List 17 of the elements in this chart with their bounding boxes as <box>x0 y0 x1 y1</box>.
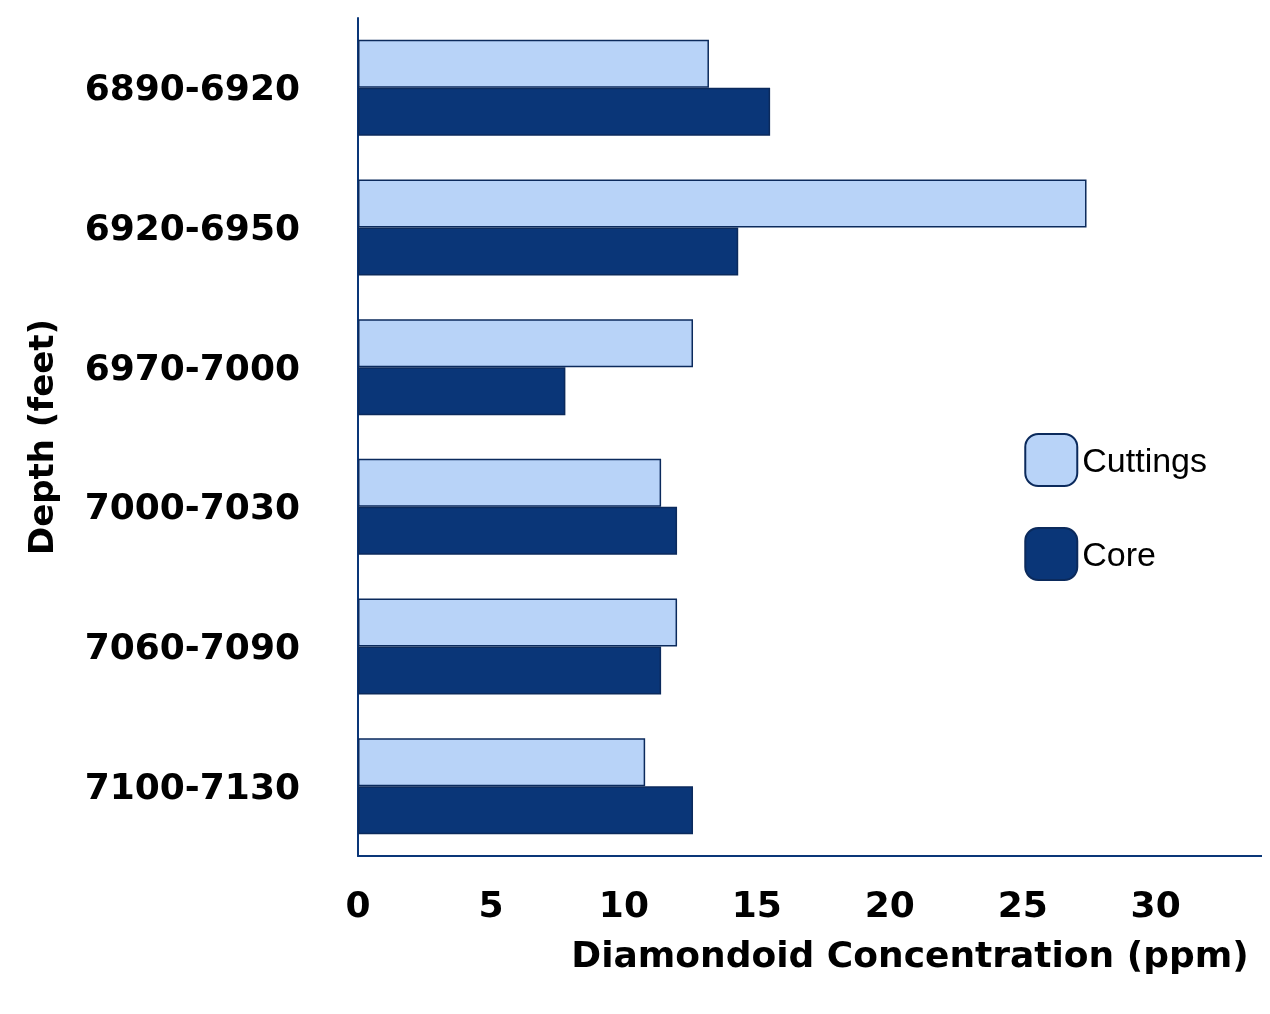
y-tick-label: 6890-6920 <box>84 67 300 109</box>
x-tick-label: 25 <box>997 883 1048 925</box>
y-tick-label: 7100-7130 <box>84 765 300 807</box>
x-tick-label: 20 <box>864 883 915 925</box>
x-tick-label: 15 <box>731 883 782 925</box>
y-tick-label: 7060-7090 <box>84 626 300 667</box>
y-axis-title: Depth (feet) <box>21 318 61 556</box>
y-tick-label: 6920-6950 <box>84 207 300 248</box>
legend-label: Cuttings <box>1082 441 1208 479</box>
x-tick-label: 5 <box>478 883 504 925</box>
y-tick-label: 7000-7030 <box>84 486 300 528</box>
y-tick-label: 6970-7000 <box>84 346 300 388</box>
x-axis-title: Diamondoid Concentration (ppm) <box>571 933 1249 975</box>
x-tick-label: 10 <box>598 883 649 925</box>
legend-label: Core <box>1082 535 1156 573</box>
x-tick-label: 30 <box>1130 883 1181 925</box>
x-tick-label: 0 <box>345 883 371 925</box>
